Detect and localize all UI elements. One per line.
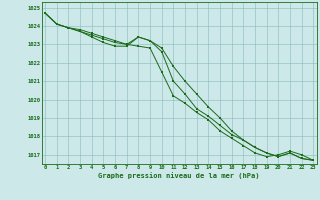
X-axis label: Graphe pression niveau de la mer (hPa): Graphe pression niveau de la mer (hPa) bbox=[99, 172, 260, 179]
